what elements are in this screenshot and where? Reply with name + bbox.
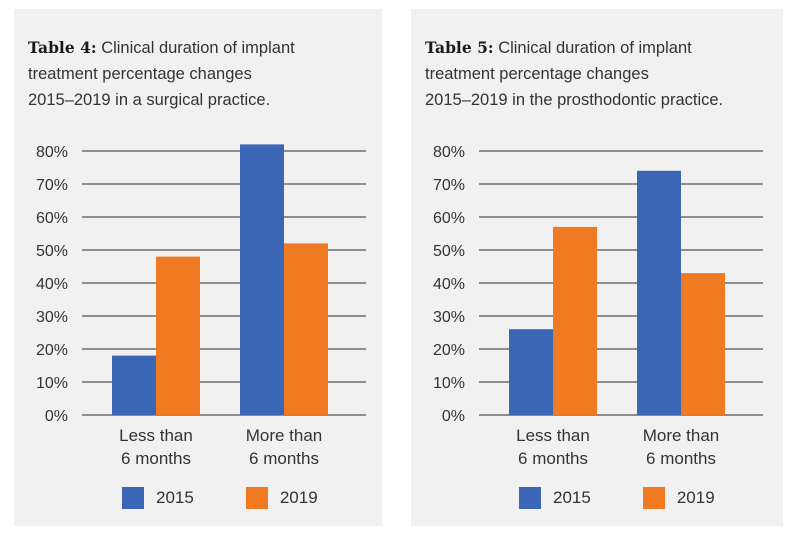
- chart-legend: 2015 2019: [122, 485, 370, 511]
- legend-label-2019: 2019: [279, 488, 318, 507]
- y-tick-label: 10%: [36, 375, 68, 392]
- x-category-label: More than: [246, 426, 323, 445]
- y-tick-label: 80%: [36, 144, 68, 161]
- bar-2019-more-than-6-months: [284, 243, 328, 415]
- y-tick-label: 60%: [36, 210, 68, 227]
- legend-swatch-2015: [519, 487, 541, 509]
- caption-line-3: 2015–2019 in a surgical practice.: [28, 91, 271, 109]
- bar-2015-more-than-6-months: [637, 170, 681, 415]
- legend-item-2015: 2015: [519, 487, 591, 509]
- chart-caption: Table 4: Clinical duration of implant tr…: [28, 35, 378, 113]
- legend-item-2015: 2015: [122, 487, 194, 509]
- y-tick-label: 0%: [45, 408, 68, 425]
- y-tick-label: 60%: [433, 210, 465, 227]
- chart-panel-surgical: Table 4: Clinical duration of implant tr…: [14, 9, 382, 526]
- legend-label-2015: 2015: [553, 488, 591, 507]
- bar-2019-more-than-6-months: [681, 273, 725, 415]
- caption-line-1: Clinical duration of implant: [498, 39, 692, 57]
- legend-label-2015: 2015: [156, 488, 194, 507]
- y-tick-label: 0%: [442, 408, 465, 425]
- chart-legend: 2015 2019: [519, 485, 767, 511]
- bar-2019-less-than-6-months: [156, 256, 200, 415]
- y-tick-label: 20%: [433, 342, 465, 359]
- x-category-label: 6 months: [518, 449, 588, 468]
- chart-caption: Table 5: Clinical duration of implant tr…: [425, 35, 775, 113]
- y-tick-label: 30%: [36, 309, 68, 326]
- caption-label: Table 5:: [425, 38, 494, 57]
- legend-item-2019: 2019: [642, 487, 715, 509]
- bar-chart: 0% 10% 20% 30% 40% 50% 60% 70% 80% Less than 6 mon…: [433, 144, 763, 468]
- x-category-label: 6 months: [646, 449, 716, 468]
- x-category-label: Less than: [516, 426, 590, 445]
- chart-panel-prosthodontic: Table 5: Clinical duration of implant tr…: [411, 9, 783, 526]
- caption-line-3: 2015–2019 in the prosthodontic practice.: [425, 91, 724, 109]
- y-tick-label: 30%: [433, 309, 465, 326]
- bar-2015-less-than-6-months: [509, 329, 553, 415]
- y-tick-label: 70%: [433, 177, 465, 194]
- bar-2015-less-than-6-months: [112, 355, 156, 415]
- legend-swatch-2019: [642, 487, 665, 509]
- bar-2019-less-than-6-months: [553, 226, 597, 415]
- y-tick-label: 10%: [433, 375, 465, 392]
- legend-swatch-2015: [122, 487, 144, 509]
- bar-2015-more-than-6-months: [240, 144, 284, 415]
- caption-line-1: Clinical duration of implant: [101, 39, 295, 57]
- x-category-label: 6 months: [121, 449, 191, 468]
- y-tick-label: 40%: [36, 276, 68, 293]
- legend-item-2019: 2019: [245, 487, 318, 509]
- caption-label: Table 4:: [28, 38, 97, 57]
- y-tick-label: 40%: [433, 276, 465, 293]
- legend-swatch-2019: [245, 487, 268, 509]
- x-category-label: More than: [643, 426, 720, 445]
- y-tick-label: 70%: [36, 177, 68, 194]
- y-tick-label: 80%: [433, 144, 465, 161]
- x-category-label: 6 months: [249, 449, 319, 468]
- y-tick-label: 50%: [36, 243, 68, 260]
- x-category-label: Less than: [119, 426, 193, 445]
- caption-line-2: treatment percentage changes: [28, 65, 252, 83]
- legend-label-2019: 2019: [676, 488, 715, 507]
- y-tick-label: 20%: [36, 342, 68, 359]
- bar-chart: 0% 10% 20% 30% 40% 50% 60% 70% 80% Less than 6 mon…: [36, 144, 366, 468]
- caption-line-2: treatment percentage changes: [425, 65, 649, 83]
- y-tick-label: 50%: [433, 243, 465, 260]
